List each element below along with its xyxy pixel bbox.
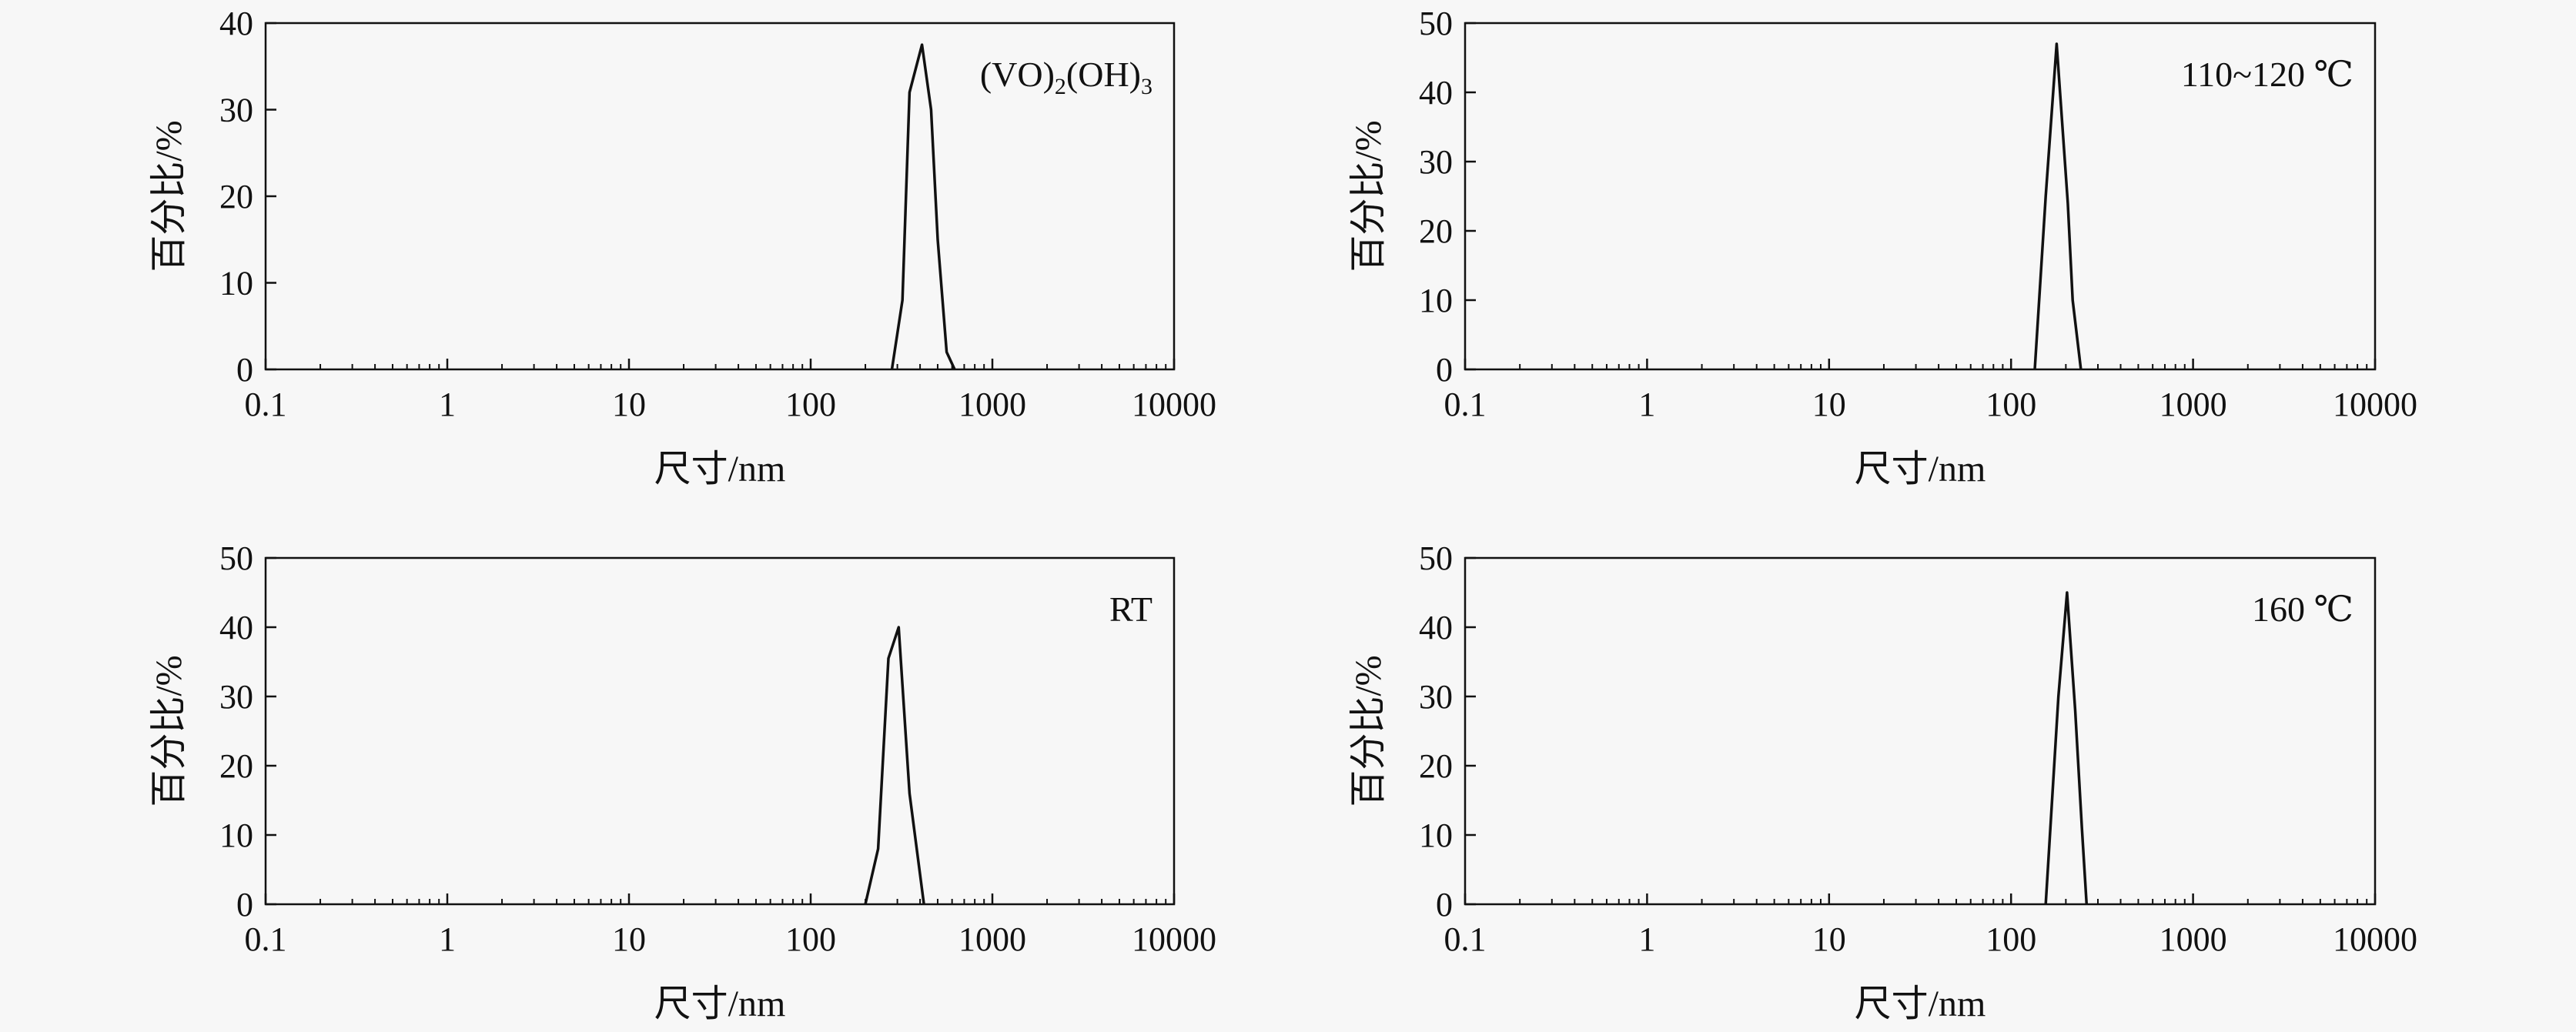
chart-panel-1: 0.1 1 10 100 1000 10000 0 10 20 30 40 尺寸/nm 百分比/% (VO… (149, 5, 1216, 489)
x-tick-label: 100 (1986, 386, 2036, 423)
panel-annotation: 110~120 ℃ (2181, 55, 2354, 94)
annotation-subscript: 3 (1141, 74, 1153, 99)
y-tick-label: 50 (1419, 539, 1453, 577)
x-tick-label: 10 (1812, 386, 1846, 423)
y-tick-label: 50 (219, 539, 253, 577)
x-axis-label: 尺寸/nm (654, 449, 786, 489)
x-tick-label: 100 (785, 386, 836, 423)
panel-annotation: (VO)2(OH)3 (980, 55, 1153, 99)
y-tick-label: 0 (236, 351, 253, 389)
annotation-subscript: 2 (1055, 74, 1066, 99)
y-axis-label: 百分比/% (149, 655, 189, 807)
panel-annotation: RT (1109, 589, 1153, 629)
y-tick-label: 20 (1419, 747, 1453, 785)
annotation-text: (VO) (980, 55, 1055, 94)
chart-panel-2: 0.1 1 10 100 1000 10000 0 10 20 30 40 50 尺寸/nm 百分比/% 1… (1348, 5, 2417, 489)
y-tick-label: 0 (236, 886, 253, 923)
y-tick-label: 40 (1419, 609, 1453, 646)
x-tick-label: 1000 (2159, 920, 2227, 958)
y-tick-label: 10 (219, 265, 253, 302)
x-tick-label: 1 (1638, 386, 1655, 423)
panel-annotation: 160 ℃ (2252, 589, 2354, 629)
x-axis-label: 尺寸/nm (1855, 449, 1986, 489)
chart-panel-4: 0.1 1 10 100 1000 10000 0 10 20 30 40 50 尺寸/nm 百分比/% 1… (1348, 539, 2417, 1024)
annotation-text: (OH) (1066, 55, 1141, 94)
x-axis-label: 尺寸/nm (1855, 984, 1986, 1024)
x-tick-label: 0.1 (1444, 920, 1487, 958)
y-axis-label: 百分比/% (149, 120, 189, 272)
chart-panel-3: 0.1 1 10 100 1000 10000 0 10 20 30 40 50 尺寸/nm 百分比/% R… (149, 539, 1216, 1024)
y-tick-label: 20 (1419, 212, 1453, 250)
y-tick-label: 50 (1419, 5, 1453, 42)
x-tick-label: 10000 (2333, 386, 2417, 423)
x-tick-label: 1 (1638, 920, 1655, 958)
y-tick-label: 40 (1419, 74, 1453, 112)
x-tick-label: 100 (785, 920, 836, 958)
x-tick-label: 1000 (2159, 386, 2227, 423)
x-tick-label: 100 (1986, 920, 2036, 958)
y-tick-label: 20 (219, 178, 253, 215)
x-tick-label: 10 (612, 386, 646, 423)
x-tick-label: 1 (439, 920, 456, 958)
x-tick-label: 1000 (958, 386, 1026, 423)
x-axis-label: 尺寸/nm (654, 984, 786, 1024)
y-tick-label: 40 (219, 609, 253, 646)
x-tick-label: 0.1 (245, 386, 287, 423)
x-tick-label: 10 (1812, 920, 1846, 958)
y-tick-label: 40 (219, 5, 253, 42)
y-tick-label: 0 (1436, 886, 1453, 923)
plot-frame (264, 556, 1176, 906)
x-tick-label: 1000 (958, 920, 1026, 958)
x-tick-label: 10000 (1132, 386, 1216, 423)
y-tick-label: 0 (1436, 351, 1453, 389)
y-axis-label: 百分比/% (1348, 120, 1389, 272)
x-tick-label: 0.1 (1444, 386, 1487, 423)
plot-frame (1464, 22, 2377, 371)
y-tick-label: 30 (1419, 678, 1453, 716)
series-line (2044, 591, 2089, 905)
y-tick-label: 10 (1419, 817, 1453, 854)
y-tick-label: 20 (219, 747, 253, 785)
x-tick-label: 10000 (1132, 920, 1216, 958)
x-tick-label: 1 (439, 386, 456, 423)
y-tick-label: 30 (1419, 143, 1453, 181)
y-tick-label: 30 (219, 92, 253, 129)
series-line (864, 626, 925, 905)
x-tick-label: 0.1 (245, 920, 287, 958)
plot-frame (1464, 556, 2377, 906)
x-tick-label: 10 (612, 920, 646, 958)
y-axis-label: 百分比/% (1348, 655, 1389, 807)
y-tick-label: 30 (219, 678, 253, 716)
series-line (2033, 42, 2083, 370)
y-tick-label: 10 (1419, 282, 1453, 319)
x-tick-label: 10000 (2333, 920, 2417, 958)
y-tick-label: 10 (219, 817, 253, 854)
series-line (890, 43, 956, 370)
